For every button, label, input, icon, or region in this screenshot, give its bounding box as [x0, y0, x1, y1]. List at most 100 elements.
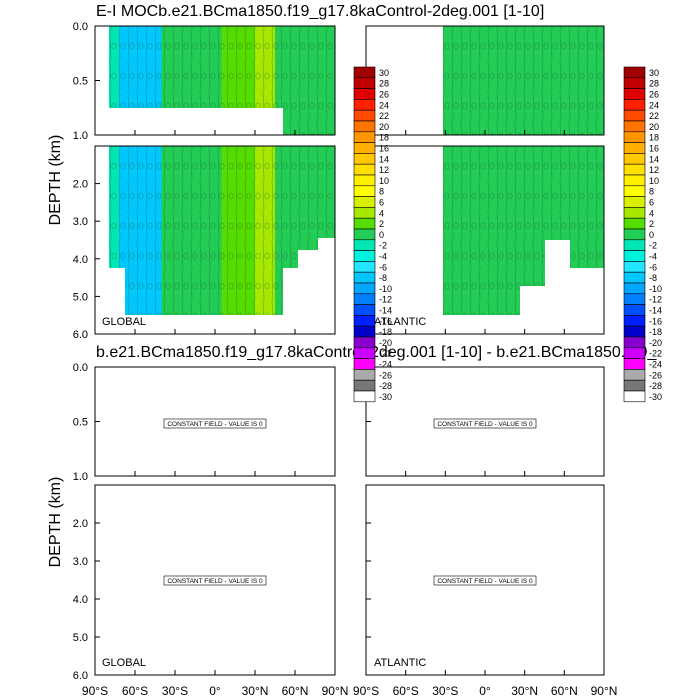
colorbar-swatch	[353, 325, 376, 338]
global-constant-label-upper: CONSTANT FIELD - VALUE IS 0	[167, 421, 263, 428]
colorbar-label: -30	[649, 392, 662, 402]
colorbar-label: -12	[379, 295, 392, 305]
colorbar-swatch	[623, 66, 646, 79]
colorbar-swatch	[623, 99, 646, 111]
colorbar-swatch	[353, 142, 376, 154]
colorbar-swatch	[353, 358, 376, 370]
colorbar-swatch	[353, 239, 376, 251]
x-tick-label: 0°	[479, 684, 491, 698]
colorbar-swatch	[353, 163, 376, 176]
colorbar-label: -4	[649, 252, 657, 262]
top-title: E-I MOCb.e21.BCma1850.f19_g17.8kaControl…	[96, 3, 544, 20]
colorbar-swatch	[623, 228, 646, 241]
colorbar-label: 8	[379, 187, 384, 197]
y-tick-label: 4.0	[73, 254, 88, 266]
colorbar-swatch	[623, 163, 646, 176]
colorbar-label: 10	[379, 176, 389, 186]
colorbar-label: -14	[649, 306, 662, 316]
colorbar-swatch	[623, 77, 646, 89]
colorbar-label: 18	[649, 133, 659, 143]
colorbar-swatch	[353, 153, 376, 165]
colorbar-label: 20	[649, 122, 659, 132]
y-tick-label: 2.0	[73, 179, 88, 191]
y-tick-label: 0.5	[73, 76, 88, 88]
colorbar-swatch	[353, 131, 376, 143]
atlantic-constant-box-lower	[433, 575, 537, 586]
colorbar-swatch	[353, 390, 376, 403]
y-tick-label: 4.0	[73, 594, 88, 606]
colorbar-label: 24	[379, 100, 389, 110]
colorbar-label: -22	[379, 349, 392, 359]
colorbar-swatch	[623, 271, 646, 284]
x-tick-label: 30°N	[511, 684, 538, 698]
colorbar-label: 12	[649, 165, 659, 175]
colorbar-label: 28	[379, 79, 389, 89]
global-constant-label-lower: CONSTANT FIELD - VALUE IS 0	[167, 578, 263, 585]
colorbar-label: 6	[379, 198, 384, 208]
colorbar-label: 22	[379, 111, 389, 121]
y-tick-label: 6.0	[73, 670, 88, 682]
colorbar-label: 10	[649, 176, 659, 186]
global-upper-contours	[109, 26, 335, 135]
axis-ticks: 0.0 0.5 1.0 2.0 3.0 4.0 5.0 6.0 0.0 0.5 1.0 2.0 3.0 4…	[73, 21, 618, 698]
colorbar-swatch	[623, 239, 646, 251]
colorbar-label: -10	[649, 284, 662, 294]
colorbar-label: -4	[379, 252, 387, 262]
y-tick-label: 3.0	[73, 216, 88, 228]
x-tick-label: 60°N	[551, 684, 578, 698]
colorbar-swatch	[623, 282, 646, 295]
atlantic-upper-contours	[443, 26, 604, 135]
colorbar-label: 14	[379, 154, 389, 164]
top-ylabel: DEPTH (km)	[47, 135, 64, 226]
x-tick-label: 60°S	[122, 684, 148, 698]
colorbar-label: 4	[649, 208, 654, 218]
colorbar-swatch	[353, 185, 376, 197]
colorbar-label: 12	[379, 165, 389, 175]
colorbar-label: -2	[379, 241, 387, 251]
colorbar-swatch	[623, 315, 646, 327]
colorbar-label: -2	[649, 241, 657, 251]
colorbar-swatch	[353, 293, 376, 305]
x-tick-label: 0°	[209, 684, 221, 698]
colorbar-label: 0	[649, 230, 654, 240]
colorbar-swatch	[623, 358, 646, 370]
colorbar-label: -10	[379, 284, 392, 294]
colorbar-swatch	[353, 217, 376, 230]
colorbar-swatch	[353, 250, 376, 262]
colorbar-label: -16	[379, 316, 392, 326]
colorbar-swatch	[353, 174, 376, 187]
colorbar-label: -6	[379, 262, 387, 272]
colorbar-label: -24	[649, 360, 662, 370]
colorbar-swatch	[353, 369, 376, 381]
bottom-ylabel: DEPTH (km)	[47, 477, 64, 568]
y-tick-label: 2.0	[73, 518, 88, 530]
global-label-bottom: GLOBAL	[102, 657, 146, 669]
colorbar-swatch	[623, 293, 646, 305]
colorbar-label: 28	[649, 79, 659, 89]
x-tick-label: 30°N	[242, 684, 269, 698]
colorbar-label: -14	[379, 306, 392, 316]
colorbar-swatch	[623, 185, 646, 197]
colorbar-swatch	[623, 369, 646, 381]
colorbar-swatch	[623, 261, 646, 273]
colorbar-label: -28	[379, 381, 392, 391]
colorbar-label: 4	[379, 208, 384, 218]
colorbar-swatch	[353, 336, 376, 349]
colorbar-swatch	[623, 131, 646, 143]
y-tick-label: 1.0	[73, 471, 88, 483]
colorbar-swatch	[353, 88, 376, 100]
colorbar-label: -18	[649, 327, 662, 337]
y-tick-label: 3.0	[73, 556, 88, 568]
colorbar-swatch	[353, 315, 376, 327]
colorbar-swatch	[353, 120, 376, 133]
colorbar-swatch	[353, 207, 376, 219]
colorbar-swatch	[623, 120, 646, 133]
colorbar-label: 30	[649, 68, 659, 78]
colorbar-swatch	[623, 174, 646, 187]
colorbar-label: 16	[649, 144, 659, 154]
colorbar-swatch	[623, 325, 646, 338]
colorbar-label: 26	[649, 90, 659, 100]
colorbar-label: 30	[379, 68, 389, 78]
colorbar-label: -8	[379, 273, 387, 283]
colorbar-swatch	[623, 304, 646, 316]
